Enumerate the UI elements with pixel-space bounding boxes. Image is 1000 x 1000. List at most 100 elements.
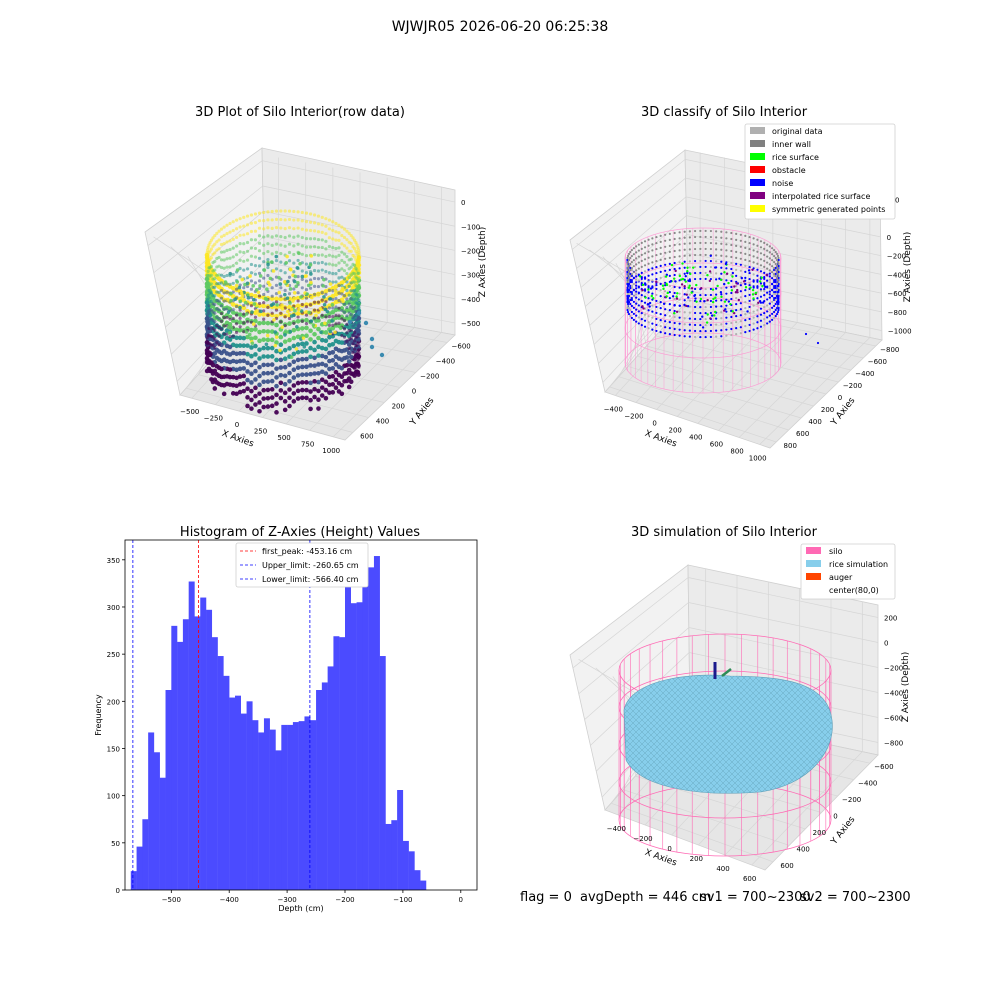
panel1-point (258, 284, 262, 288)
panel1-point (287, 403, 292, 409)
panel2-point (626, 266, 630, 270)
panel1-point (280, 303, 284, 307)
panel2-point (763, 294, 766, 297)
panel2-point (694, 297, 697, 300)
panel2-point (752, 310, 755, 313)
panel2-point (629, 296, 632, 300)
panel1-point (316, 344, 321, 350)
panel2-point (626, 290, 630, 294)
panel1-point (222, 266, 226, 270)
panel2-point (632, 289, 635, 292)
panel2-point (748, 283, 751, 287)
panel2-point (715, 260, 718, 263)
panel1-point (258, 274, 263, 278)
panel2-point (709, 323, 713, 327)
panel1-point (245, 386, 250, 392)
panel2-point (684, 274, 687, 278)
panel1-point (209, 238, 214, 242)
panel1-point (337, 231, 341, 235)
panel1-point (284, 260, 289, 265)
z-gridline (689, 652, 879, 693)
panel1-point (205, 248, 210, 252)
panel2-point (739, 302, 742, 305)
panel1-point (253, 238, 258, 242)
panel4-xlabel: X Axies (643, 848, 678, 869)
legend-swatch (750, 140, 765, 147)
panel1-point (233, 297, 237, 302)
panel1-point (357, 356, 361, 361)
panel2-point (756, 285, 759, 288)
panel1-point (300, 269, 304, 273)
panel2-point (673, 231, 676, 235)
panel1-point (257, 329, 262, 335)
panel2-point (647, 291, 650, 294)
panel1-point (349, 336, 353, 340)
panel2-point (744, 301, 747, 304)
panel2-point (637, 243, 640, 246)
histogram-bar (206, 609, 213, 890)
panel2-point (720, 248, 723, 251)
panel1-point (245, 377, 250, 383)
panel1-point (270, 286, 274, 290)
panel2-point (673, 243, 676, 247)
panel2-point (688, 236, 691, 239)
panel1-point (228, 247, 232, 252)
panel2-point (758, 300, 762, 303)
panel1-point (337, 223, 341, 227)
panel2-point (706, 298, 709, 302)
legend-swatch (750, 127, 765, 134)
histogram-bar (188, 581, 195, 890)
panel2-point (766, 261, 769, 264)
panel1-point (312, 386, 317, 392)
panel2-point (687, 279, 690, 282)
panel1-point (249, 213, 254, 217)
panel2-point (735, 282, 738, 285)
panel1-point (352, 272, 357, 276)
panel2-point (662, 302, 666, 306)
panel1-point (304, 262, 309, 266)
y-tick-label: 100 (107, 793, 120, 801)
panel1-point (249, 246, 254, 250)
panel1-point (249, 353, 254, 359)
panel1-point (213, 328, 217, 332)
z-gridline (262, 160, 456, 203)
panel2-point (688, 260, 691, 263)
panel2-point (713, 314, 716, 317)
panel1-point (355, 243, 359, 247)
panel1-point (270, 235, 274, 239)
panel2-point (756, 262, 759, 265)
panel1-point (296, 280, 300, 285)
panel2-point (643, 276, 647, 279)
panel1-point (356, 325, 361, 329)
panel1-point (340, 317, 344, 321)
panel2-point (763, 306, 766, 309)
panel2-point (774, 272, 777, 276)
panel1-point (331, 254, 335, 258)
panel1-point (351, 333, 355, 337)
panel2-point (768, 272, 771, 275)
panel2-point (704, 277, 707, 281)
panel2-point (626, 292, 629, 296)
panel2-point (673, 311, 676, 315)
panel2-point (683, 236, 686, 239)
panel1-point (308, 337, 313, 342)
z-gridline (263, 210, 456, 251)
panel1-point (279, 243, 283, 247)
panel1-point (323, 321, 327, 326)
panel1-point (316, 237, 321, 242)
panel2-point (647, 286, 650, 289)
panel2-point (673, 255, 676, 259)
panel1-point (266, 305, 270, 309)
panel2-point (744, 295, 747, 298)
panel2-title: 3D classify of Silo Interior (641, 105, 808, 120)
panel4-title: 3D simulation of Silo Interior (631, 525, 818, 540)
panel2-point (659, 295, 662, 298)
panel2-point (629, 256, 632, 260)
panel2-point (643, 319, 647, 322)
z-tick-label: −800 (888, 309, 907, 317)
panel1-point (347, 284, 351, 288)
panel1-point (217, 317, 221, 321)
legend-label: noise (772, 179, 793, 188)
panel1-point (342, 310, 347, 314)
panel1-point (253, 402, 258, 407)
